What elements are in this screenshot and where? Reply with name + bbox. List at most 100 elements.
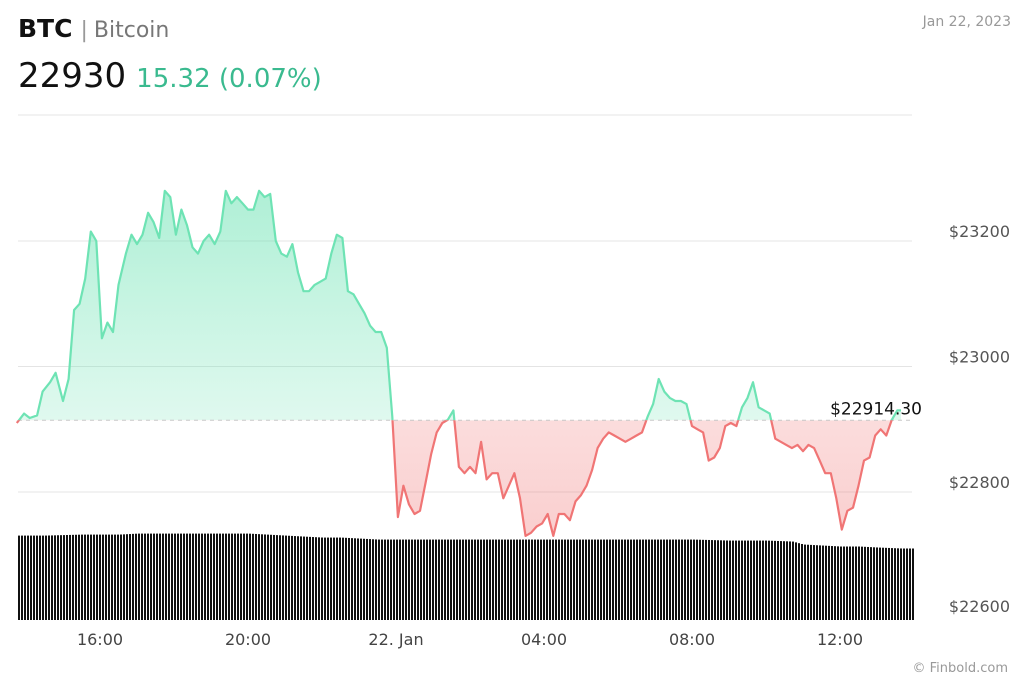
volume-bar — [447, 539, 449, 620]
volume-bar — [609, 539, 611, 620]
volume-bar — [357, 538, 359, 620]
volume-bar — [399, 539, 401, 620]
volume-bar — [600, 539, 602, 620]
volume-bar — [594, 539, 596, 620]
volume-bar — [555, 539, 557, 620]
volume-bar — [312, 537, 314, 620]
volume-bar — [387, 539, 389, 620]
price-line-up — [17, 189, 901, 421]
volume-bar — [219, 533, 221, 620]
volume-bar — [603, 539, 605, 620]
volume-bar — [810, 544, 812, 620]
volume-bar — [855, 546, 857, 620]
volume-bar — [573, 539, 575, 620]
y-tick-label: $23000 — [949, 348, 1010, 367]
volume-bar — [519, 539, 521, 620]
volume-bar — [321, 537, 323, 620]
volume-bar — [300, 536, 302, 620]
volume-bar — [267, 534, 269, 620]
volume-bar — [525, 539, 527, 620]
volume-bar — [702, 539, 704, 620]
volume-bar — [813, 545, 815, 620]
volume-bar — [756, 540, 758, 620]
volume-bar — [255, 533, 257, 620]
volume-bar — [423, 539, 425, 620]
volume-bar — [522, 539, 524, 620]
volume-bar — [351, 538, 353, 620]
volume-bar — [21, 535, 23, 620]
volume-bar — [237, 533, 239, 620]
volume-bar — [315, 537, 317, 620]
volume-bar — [807, 544, 809, 620]
volume-bar — [60, 535, 62, 620]
volume-bar — [465, 539, 467, 620]
volume-bar — [651, 539, 653, 620]
volume-bar — [870, 547, 872, 620]
volume-bar — [216, 533, 218, 620]
volume-bar — [150, 533, 152, 620]
volume-bar — [210, 533, 212, 620]
volume-bar — [450, 539, 452, 620]
volume-bar — [897, 548, 899, 620]
area-below-baseline — [16, 420, 901, 536]
volume-bar — [564, 539, 566, 620]
volume-bar — [183, 533, 185, 620]
volume-bar — [246, 533, 248, 620]
volume-bar — [354, 538, 356, 620]
volume-bar — [414, 539, 416, 620]
volume-bar — [507, 539, 509, 620]
volume-bar — [411, 539, 413, 620]
volume-bar — [480, 539, 482, 620]
volume-bar — [531, 539, 533, 620]
volume-bar — [585, 539, 587, 620]
x-tick-label: 12:00 — [817, 630, 863, 649]
volume-bar — [516, 539, 518, 620]
volume-bars — [18, 533, 914, 620]
volume-bar — [249, 533, 251, 620]
volume-bar — [102, 534, 104, 620]
volume-bar — [666, 539, 668, 620]
volume-bar — [252, 533, 254, 620]
volume-bar — [606, 539, 608, 620]
volume-bar — [336, 537, 338, 620]
volume-bar — [420, 539, 422, 620]
ticker-row: BTC | Bitcoin — [18, 14, 322, 54]
volume-bar — [231, 533, 233, 620]
volume-bar — [435, 539, 437, 620]
volume-bar — [741, 540, 743, 620]
volume-bar — [243, 533, 245, 620]
volume-bar — [663, 539, 665, 620]
volume-bar — [108, 534, 110, 620]
volume-bar — [426, 539, 428, 620]
volume-bar — [588, 539, 590, 620]
volume-bar — [81, 534, 83, 620]
volume-bar — [771, 540, 773, 620]
volume-bar — [621, 539, 623, 620]
price-line-down — [15, 420, 893, 537]
volume-bar — [402, 539, 404, 620]
header: BTC | Bitcoin 22930 15.32 (0.07%) — [18, 14, 322, 96]
volume-bar — [360, 538, 362, 620]
volume-bar — [543, 539, 545, 620]
volume-bar — [291, 535, 293, 620]
volume-bar — [816, 545, 818, 620]
volume-bar — [309, 536, 311, 620]
volume-bar — [324, 537, 326, 620]
volume-bar — [390, 539, 392, 620]
volume-bar — [882, 547, 884, 620]
volume-bar — [792, 541, 794, 620]
volume-bar — [735, 540, 737, 620]
volume-bar — [195, 533, 197, 620]
volume-bar — [837, 546, 839, 620]
volume-bar — [162, 533, 164, 620]
volume-bar — [762, 540, 764, 620]
volume-bar — [777, 540, 779, 620]
volume-bar — [879, 547, 881, 620]
volume-bar — [582, 539, 584, 620]
volume-bar — [504, 539, 506, 620]
volume-bar — [591, 539, 593, 620]
volume-bar — [27, 535, 29, 620]
volume-bar — [912, 548, 914, 620]
volume-bar — [846, 546, 848, 620]
volume-bar — [213, 533, 215, 620]
